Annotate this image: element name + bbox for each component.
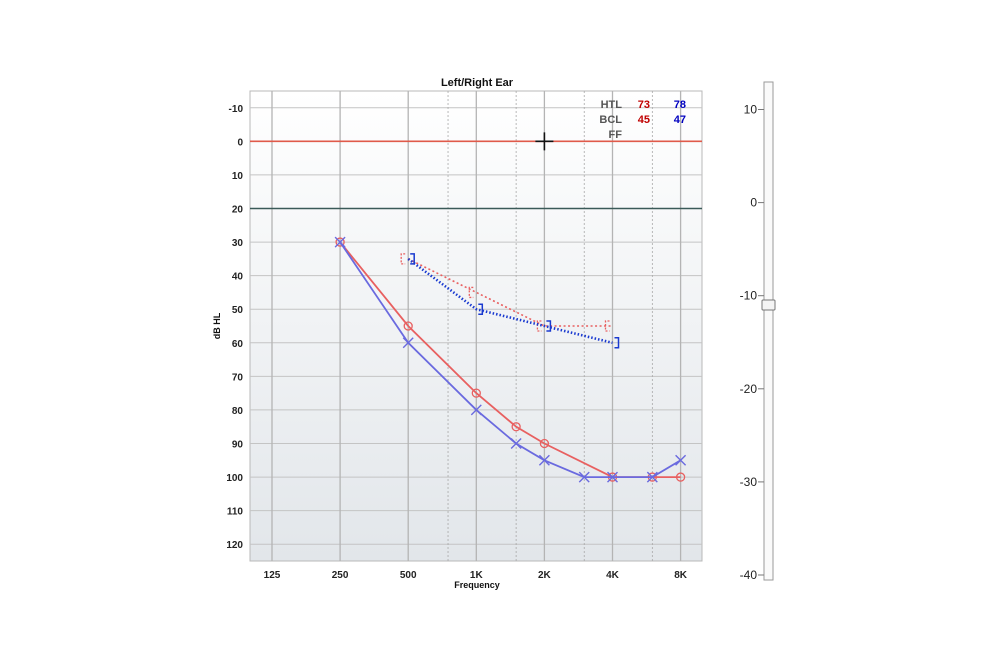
x-tick-label: 4K <box>606 570 620 581</box>
y-tick-label: 10 <box>232 171 244 182</box>
data-point[interactable] <box>402 337 414 349</box>
slider-tick-label: -10 <box>740 289 758 303</box>
data-point[interactable] <box>646 471 658 483</box>
data-point[interactable] <box>478 303 484 315</box>
x-tick-label: 125 <box>264 570 281 581</box>
y-tick-label: 100 <box>226 473 243 484</box>
series-3 <box>407 253 620 349</box>
y-tick-label: 70 <box>232 372 244 383</box>
slider-tick-label: -20 <box>740 382 758 396</box>
y-axis-labels: -10 0 10 20 30 40 50 60 70 80 90 100 110 120 <box>226 104 243 551</box>
slider-tick-label: 0 <box>750 196 757 210</box>
data-point[interactable] <box>607 471 618 483</box>
data-point[interactable] <box>470 404 482 416</box>
data-point[interactable] <box>614 337 620 349</box>
summary-left-value: 45 <box>638 114 650 126</box>
reference-lines <box>250 140 702 210</box>
x-tick-label: 2K <box>538 570 552 581</box>
data-point[interactable] <box>675 454 687 466</box>
y-tick-label: 50 <box>232 305 244 316</box>
summary-table: HTL 73 78 BCL 45 47 FF <box>599 99 686 141</box>
data-point[interactable] <box>578 471 590 483</box>
x-tick-label: 500 <box>400 570 417 581</box>
summary-label: HTL <box>601 99 623 111</box>
x-axis-labels: 125 250 500 1K 2K 4K 8K <box>264 570 688 581</box>
summary-right-value: 78 <box>674 99 686 111</box>
summary-label: BCL <box>599 114 622 126</box>
data-point[interactable] <box>538 454 550 466</box>
slider-thumb[interactable] <box>761 299 776 311</box>
y-tick-label: 120 <box>226 540 243 551</box>
data-point[interactable] <box>471 388 481 398</box>
y-tick-label: 20 <box>232 205 244 216</box>
slider-ticks: 10 0 -10 -20 -30 -40 <box>740 103 764 582</box>
data-point[interactable] <box>410 253 415 265</box>
data-point[interactable] <box>511 422 521 432</box>
summary-label: FF <box>609 129 623 141</box>
series-line <box>407 258 613 327</box>
data-point[interactable] <box>675 472 686 482</box>
cursor-layer <box>535 132 554 151</box>
y-tick-label: -10 <box>229 104 244 115</box>
data-point[interactable] <box>334 236 346 248</box>
data-point[interactable] <box>546 320 552 332</box>
data-point[interactable] <box>604 320 610 332</box>
data-point[interactable] <box>335 237 345 247</box>
data-point[interactable] <box>536 320 542 332</box>
slider-tick-label: 10 <box>744 103 758 117</box>
y-axis-title: dB HL <box>212 312 222 339</box>
series-2 <box>400 253 613 332</box>
series-line <box>407 257 613 345</box>
chart-title: Left/Right Ear <box>441 77 514 89</box>
summary-left-value: 73 <box>638 99 650 111</box>
x-tick-label: 8K <box>674 570 688 581</box>
x-tick-label: 1K <box>470 570 484 581</box>
y-tick-label: 90 <box>232 440 244 451</box>
y-tick-label: 80 <box>232 406 244 417</box>
y-tick-label: 0 <box>237 137 243 148</box>
y-tick-label: 60 <box>232 339 244 350</box>
slider-tick-label: -40 <box>740 568 758 582</box>
slider-tick-label: -30 <box>740 475 758 489</box>
series-layer <box>334 236 687 483</box>
y-tick-label: 110 <box>227 507 244 518</box>
x-axis-title: Frequency <box>454 580 500 590</box>
y-tick-label: 40 <box>232 272 244 283</box>
slider-track[interactable] <box>763 81 774 581</box>
y-tick-label: 30 <box>232 238 244 249</box>
data-point[interactable] <box>468 286 474 299</box>
data-point[interactable] <box>403 321 413 331</box>
data-point[interactable] <box>539 438 550 449</box>
summary-right-value: 47 <box>674 114 686 126</box>
x-tick-label: 250 <box>332 570 349 581</box>
series-1 <box>334 236 687 483</box>
crosshair-cursor <box>535 132 554 151</box>
data-point[interactable] <box>400 253 406 265</box>
data-point[interactable] <box>510 438 522 449</box>
offset-slider[interactable]: 10 0 -10 -20 -30 -40 <box>740 81 776 582</box>
